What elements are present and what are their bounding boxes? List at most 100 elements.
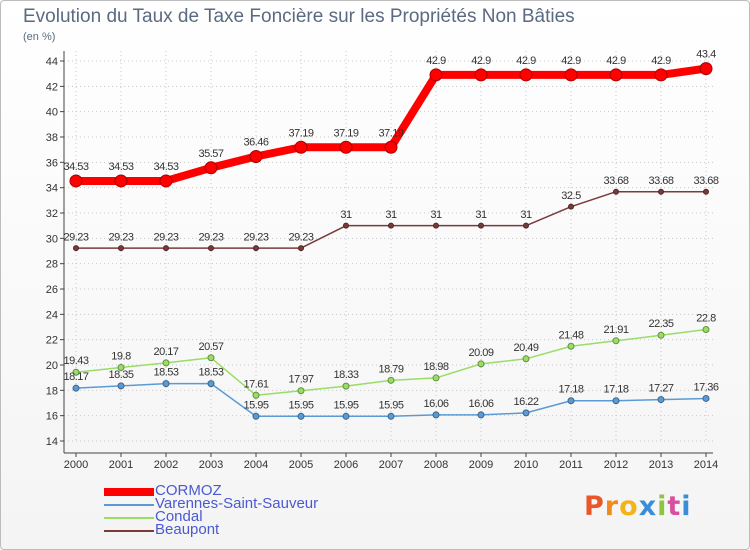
data-point-condal: [72, 368, 80, 376]
data-point-condal: [207, 354, 215, 362]
legend-swatch: [104, 516, 154, 519]
y-tick-label: 16: [46, 411, 58, 423]
data-label-cormoz: 35.57: [198, 148, 223, 160]
data-label-cormoz: 34.53: [63, 161, 88, 173]
data-label-beaupont: 32.5: [561, 190, 581, 202]
data-point-condal: [702, 326, 710, 334]
data-point-beaupont: [703, 188, 709, 195]
data-label-condal: 18.79: [378, 363, 403, 375]
data-point-varennes-saint-sauveur: [612, 397, 620, 405]
data-label-varennes-saint-sauveur: 18.53: [153, 367, 178, 379]
legend-label: Beaupont: [155, 521, 220, 538]
data-point-beaupont: [478, 222, 484, 229]
data-point-beaupont: [298, 245, 304, 252]
data-label-cormoz: 36.46: [243, 137, 268, 149]
data-point-condal: [297, 387, 305, 395]
data-point-condal: [117, 364, 125, 372]
data-label-varennes-saint-sauveur: 17.27: [648, 383, 673, 395]
data-label-condal: 19.8: [111, 351, 131, 363]
legend: CORMOZ Varennes-Saint-Sauveur Condal Beaupo…: [104, 482, 404, 538]
data-point-cormoz: [609, 68, 623, 82]
data-label-beaupont: 29.23: [198, 232, 223, 244]
data-point-varennes-saint-sauveur: [342, 412, 350, 420]
data-label-condal: 20.17: [153, 346, 178, 358]
data-point-condal: [387, 376, 395, 384]
proxiti-logo: Proxiti: [584, 491, 692, 522]
data-label-condal: 21.91: [603, 324, 628, 336]
logo-letter: x: [638, 491, 658, 522]
data-label-cormoz: 42.9: [561, 55, 581, 67]
data-point-cormoz: [249, 150, 263, 164]
x-tick-label: 2009: [469, 459, 493, 471]
y-tick-label: 18: [46, 385, 58, 397]
x-tick-label: 2003: [199, 459, 223, 471]
legend-label: Condal: [155, 508, 203, 525]
data-label-beaupont: 29.23: [108, 232, 133, 244]
data-point-cormoz: [114, 174, 128, 188]
data-label-beaupont: 29.23: [243, 232, 268, 244]
data-point-varennes-saint-sauveur: [72, 384, 80, 392]
x-tick-label: 2005: [289, 459, 313, 471]
y-tick-label: 44: [46, 56, 58, 68]
data-label-varennes-saint-sauveur: 15.95: [333, 399, 358, 411]
data-label-condal: 20.49: [513, 342, 538, 354]
data-point-condal: [612, 337, 620, 345]
data-label-cormoz: 37.19: [288, 127, 313, 139]
legend-label: Varennes-Saint-Sauveur: [155, 495, 319, 512]
data-point-cormoz: [159, 174, 173, 188]
data-label-cormoz: 42.9: [651, 55, 671, 67]
data-point-condal: [252, 391, 260, 399]
data-label-beaupont: 29.23: [63, 232, 88, 244]
data-label-beaupont: 31: [475, 209, 487, 221]
data-label-beaupont: 31: [430, 209, 442, 221]
data-point-cormoz: [564, 68, 578, 82]
legend-item-cormoz: CORMOZ: [104, 482, 404, 499]
x-tick-label: 2011: [559, 459, 583, 471]
data-point-varennes-saint-sauveur: [432, 411, 440, 419]
y-tick-label: 28: [46, 259, 58, 271]
y-tick-label: 40: [46, 107, 58, 119]
data-point-cormoz: [69, 174, 83, 188]
data-label-varennes-saint-sauveur: 15.95: [243, 399, 268, 411]
data-point-varennes-saint-sauveur: [252, 412, 260, 420]
data-label-varennes-saint-sauveur: 15.95: [378, 399, 403, 411]
data-point-cormoz: [384, 140, 398, 154]
data-label-cormoz: 37.19: [333, 127, 358, 139]
data-label-condal: 17.97: [288, 374, 313, 386]
data-point-beaupont: [658, 188, 664, 195]
x-tick-label: 2013: [649, 459, 673, 471]
data-label-varennes-saint-sauveur: 17.36: [693, 381, 718, 393]
x-tick-label: 2007: [379, 459, 403, 471]
data-label-varennes-saint-sauveur: 18.53: [198, 367, 223, 379]
y-tick-label: 38: [46, 132, 58, 144]
legend-swatch: [104, 487, 154, 496]
x-tick-label: 2014: [694, 459, 718, 471]
data-label-varennes-saint-sauveur: 17.18: [558, 384, 583, 396]
data-label-varennes-saint-sauveur: 18.17: [63, 371, 88, 383]
data-point-varennes-saint-sauveur: [297, 412, 305, 420]
legend-item-condal: Condal: [104, 508, 404, 525]
y-tick-label: 20: [46, 360, 58, 372]
data-point-beaupont: [343, 222, 349, 229]
x-tick-label: 2002: [154, 459, 178, 471]
data-point-varennes-saint-sauveur: [162, 380, 170, 388]
x-tick-label: 2010: [514, 459, 538, 471]
logo-letter: P: [584, 491, 605, 522]
data-label-varennes-saint-sauveur: 17.18: [603, 384, 628, 396]
data-label-beaupont: 29.23: [288, 232, 313, 244]
data-point-cormoz: [204, 161, 218, 175]
data-label-cormoz: 42.9: [516, 55, 536, 67]
data-point-varennes-saint-sauveur: [702, 394, 710, 402]
data-point-condal: [477, 360, 485, 368]
logo-letter: t: [667, 491, 682, 522]
logo-letter: o: [619, 491, 639, 522]
data-point-condal: [432, 374, 440, 382]
data-label-cormoz: 34.53: [108, 161, 133, 173]
data-point-beaupont: [433, 222, 439, 229]
data-point-varennes-saint-sauveur: [477, 411, 485, 419]
data-label-beaupont: 33.68: [603, 175, 628, 187]
data-point-beaupont: [253, 245, 259, 252]
data-label-cormoz: 42.9: [471, 55, 491, 67]
